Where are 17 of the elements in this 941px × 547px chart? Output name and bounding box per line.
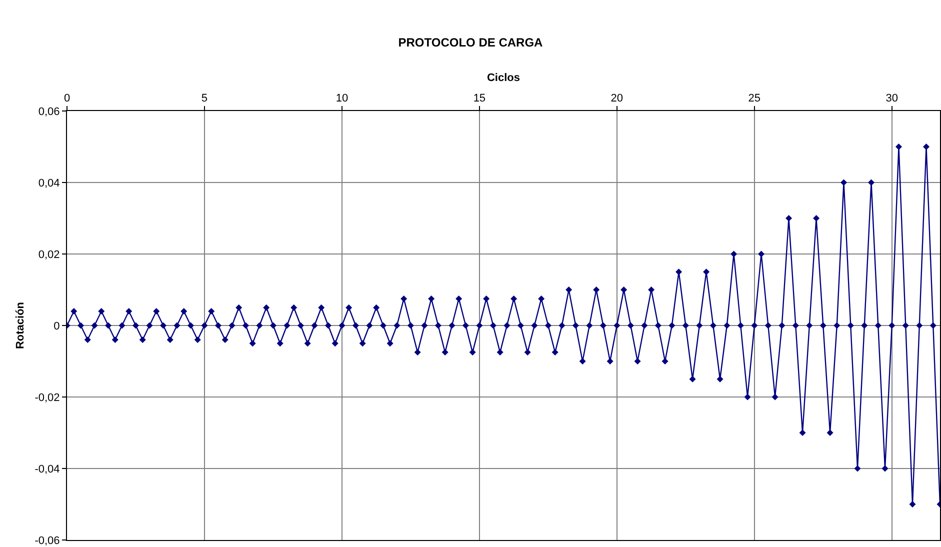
y-tick-label: -0,02 xyxy=(34,392,60,404)
x-tick-label: 25 xyxy=(748,92,761,105)
y-tick-label: 0 xyxy=(54,320,60,332)
x-tick-label: 0 xyxy=(64,92,70,105)
y-tick-label: 0,02 xyxy=(38,248,60,261)
x-tick-label: 5 xyxy=(201,92,208,105)
x-tick-label: 10 xyxy=(336,92,348,105)
y-tick-label: -0,04 xyxy=(34,463,60,476)
x-axis-title: Ciclos xyxy=(486,72,520,84)
x-tick-label: 20 xyxy=(610,92,624,105)
chart-title: PROTOCOLO DE CARGA xyxy=(398,35,544,50)
y-axis-title: Rotación xyxy=(14,302,26,350)
x-tick-label: 15 xyxy=(473,92,486,105)
x-tick-label: 30 xyxy=(886,92,898,105)
y-tick-label: -0,06 xyxy=(34,534,60,547)
y-tick-label: 0,04 xyxy=(38,177,60,190)
y-tick-label: 0,06 xyxy=(38,106,60,118)
